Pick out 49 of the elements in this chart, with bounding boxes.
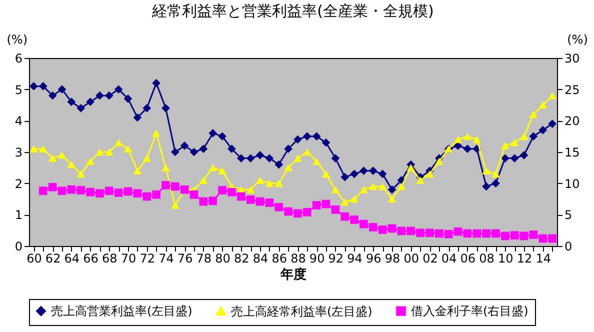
y2-tick-label: 0: [564, 240, 572, 254]
x-tick-label: 96: [366, 252, 382, 266]
x-tick-label: 62: [45, 252, 61, 266]
x-tick-label: 10: [498, 252, 514, 266]
x-tick-label: 98: [384, 252, 400, 266]
x-tick-label: 06: [460, 252, 476, 266]
legend-label: 借入金利子率(右目盛): [411, 304, 528, 318]
x-tick-label: 94: [347, 252, 362, 266]
x-tick-label: 78: [196, 252, 212, 266]
x-tick-label: 08: [479, 252, 494, 266]
y-tick-label: 0: [14, 240, 22, 254]
x-tick-label: 76: [177, 252, 193, 266]
x-tick-label: 92: [328, 252, 344, 266]
x-tick-label: 60: [26, 252, 42, 266]
x-tick-label: 12: [516, 252, 532, 266]
x-tick-label: 64: [64, 252, 80, 266]
y2-tick-label: 15: [564, 146, 580, 160]
y-tick-label: 4: [14, 114, 22, 128]
x-tick-label: 90: [309, 252, 325, 266]
y-axis-title: (%): [6, 32, 28, 46]
x-tick-label: 80: [215, 252, 230, 266]
y-tick-label: 2: [14, 176, 22, 191]
legend-label: 売上高経常利益率(左目盛): [231, 304, 372, 318]
x-tick-label: 04: [441, 252, 457, 266]
x-tick-label: 68: [102, 252, 118, 266]
x-tick-label: 00: [404, 252, 419, 266]
x-tick-label: 02: [422, 252, 438, 266]
y2-tick-label: 5: [564, 208, 572, 222]
x-tick-label: 66: [83, 252, 98, 266]
x-tick-label: 86: [272, 252, 287, 266]
x-tick-label: 84: [252, 252, 268, 266]
y2-tick-label: 25: [564, 82, 580, 97]
y2-tick-label: 30: [564, 52, 580, 66]
x-tick-label: 72: [140, 252, 155, 266]
x-tick-label: 70: [120, 252, 136, 266]
y-tick-label: 3: [14, 146, 22, 160]
y-tick-label: 1: [14, 208, 22, 222]
y2-axis-title: (%): [567, 32, 588, 46]
y2-tick-label: 20: [564, 114, 580, 128]
y-tick-label: 5: [14, 82, 22, 97]
x-axis-title: 年度: [280, 266, 306, 282]
y2-tick-label: 10: [564, 176, 580, 191]
y-tick-label: 6: [14, 52, 22, 66]
x-tick-label: 88: [290, 252, 306, 266]
chart-title: 経常利益率と営業利益率(全産業・全規模): [151, 2, 434, 20]
legend-label: 売上高営業利益率(左目盛): [51, 304, 192, 318]
x-tick-label: 74: [158, 252, 174, 266]
x-tick-label: 14: [536, 252, 551, 266]
x-tick-label: 82: [234, 252, 250, 266]
